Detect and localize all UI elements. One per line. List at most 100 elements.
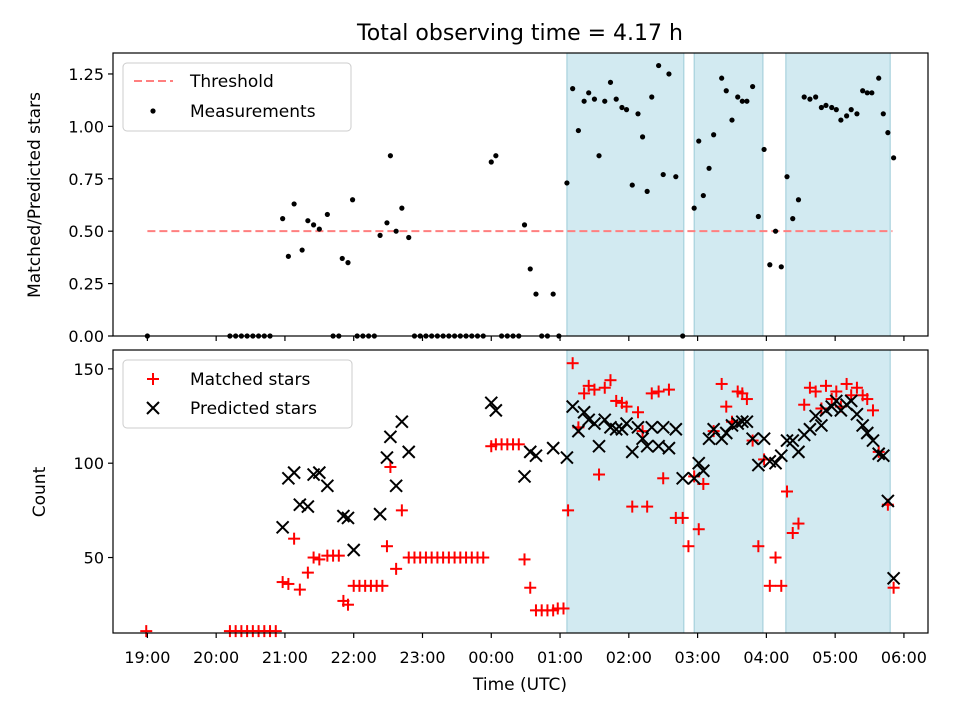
measurement-point: [280, 216, 286, 222]
measurement-point: [711, 132, 717, 138]
x-tick-label: 06:00: [881, 648, 927, 667]
predicted-star-point: [702, 431, 716, 446]
matched-star-point: [332, 549, 345, 562]
top-y-tick-label: 1.25: [68, 65, 104, 84]
matched-star-point: [692, 523, 705, 536]
predicted-star-point: [341, 511, 355, 525]
matched-star-point: [395, 504, 408, 517]
matched-star-point: [524, 581, 537, 594]
measurement-point: [639, 134, 646, 140]
matched-star-point: [620, 400, 633, 413]
x-tick-label: 20:00: [193, 648, 239, 667]
predicted-star-point: [577, 405, 591, 419]
measurement-point: [384, 220, 390, 226]
predicted-star-point: [383, 430, 398, 444]
measurement-point: [823, 102, 829, 109]
measurement-point: [493, 153, 499, 159]
measurement-point: [602, 98, 608, 104]
measurement-point: [586, 90, 592, 96]
predicted-star-point: [571, 424, 586, 438]
predicted-star-point: [312, 465, 327, 480]
predicted-star-point: [320, 479, 335, 493]
measurement-point: [755, 213, 761, 220]
predicted-star-point: [619, 416, 634, 431]
matched-star-point: [866, 404, 879, 417]
matched-star-point: [282, 577, 295, 590]
measurement-point: [629, 182, 635, 188]
matched-star-point: [293, 583, 306, 596]
measurement-point: [772, 228, 779, 234]
bottom-y-ticks: 50 100 150: [73, 360, 113, 568]
matched-star-point: [384, 460, 397, 473]
top-legend-box: [122, 62, 352, 132]
matched-star-point: [641, 500, 654, 513]
measurement-point: [581, 98, 587, 104]
matched-star-point: [588, 383, 601, 396]
matched-star-point: [562, 504, 575, 517]
predicted-star-point: [719, 426, 733, 440]
measurement-point: [723, 88, 729, 94]
measurement-point: [876, 75, 882, 81]
predicted-star-point: [293, 497, 307, 512]
matched-star-point: [657, 472, 670, 485]
predicted-star-point: [523, 445, 537, 459]
measurement-point: [719, 75, 725, 81]
predicted-star-point: [347, 543, 361, 557]
top-y-axis-label: Matched/Predicted stars: [25, 92, 45, 298]
figure-title: Total observing time = 4.17 h: [356, 21, 683, 46]
predicted-star-point: [696, 464, 711, 478]
predicted-star-point: [592, 439, 606, 453]
matched-legend-marker: [147, 373, 159, 385]
measurement-point: [285, 253, 291, 259]
bottom-observing-windows: [566, 349, 891, 634]
measurement-point: [613, 96, 619, 102]
predicted-star-point: [651, 439, 666, 453]
matched-star-point: [715, 377, 728, 390]
predicted-star-point: [287, 465, 301, 480]
measurement-point: [864, 90, 870, 96]
matched-star-point: [626, 500, 639, 513]
matched-star-point: [861, 393, 874, 406]
matched-star-point: [593, 468, 606, 481]
measurement-point: [807, 96, 813, 102]
predicted-star-point: [780, 433, 794, 448]
matched-star-point: [307, 551, 320, 564]
predicted-stars-points: [275, 394, 901, 585]
x-tick-label: 05:00: [812, 648, 858, 667]
predicted-star-point: [872, 447, 886, 461]
predicted-legend-marker: [146, 401, 160, 415]
measurement-point: [623, 107, 630, 113]
observing-window: [785, 349, 891, 634]
matched-star-point: [477, 551, 490, 564]
matched-star-point: [809, 385, 822, 398]
measurement-point: [691, 205, 697, 211]
measurement-point: [406, 234, 412, 241]
predicted-star-point: [581, 413, 596, 427]
observing-window: [566, 349, 685, 634]
predicted-star-point: [517, 469, 532, 484]
top-y-tick-label: 0.50: [68, 222, 104, 241]
predicted-star-point: [669, 422, 683, 436]
measurement-point: [488, 159, 494, 165]
predicted-star-point: [740, 414, 754, 429]
measurement-point: [829, 104, 835, 111]
x-tick-label: 03:00: [675, 648, 721, 667]
measurement-points: [144, 62, 897, 339]
matched-star-point: [887, 581, 900, 594]
ratio-panel: 0.00 0.25 0.50 0.75 1.00 1.25 Matched/Predict…: [25, 52, 929, 346]
matched-star-point: [276, 576, 289, 589]
bottom-y-tick-label: 50: [84, 549, 104, 568]
predicted-star-point: [587, 416, 602, 431]
matched-star-point: [652, 385, 665, 398]
measurement-point: [778, 264, 784, 270]
predicted-star-point: [803, 422, 817, 436]
bottom-legend-box: [122, 359, 353, 429]
count-panel: 50 100 150 19:00 20:00 21:00 22:00 23:00 00:00 0…: [30, 349, 929, 695]
measurement-point: [696, 138, 702, 144]
x-tick-label: 04:00: [743, 648, 789, 667]
predicted-star-point: [768, 456, 783, 470]
measurement-point: [299, 247, 305, 253]
predicted-star-point: [855, 418, 870, 433]
matched-star-point: [269, 625, 282, 638]
